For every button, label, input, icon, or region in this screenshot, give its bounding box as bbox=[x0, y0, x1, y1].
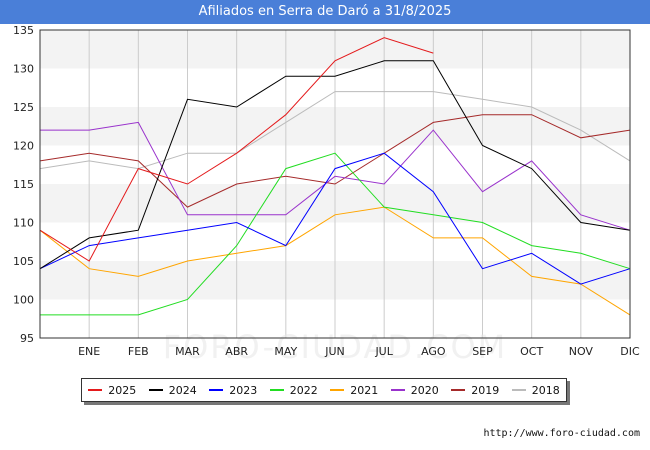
y-tick-label: 135 bbox=[13, 24, 34, 37]
series-line-2025 bbox=[39, 37, 434, 262]
watermark: FORO-CIUDAD.COM bbox=[163, 328, 508, 366]
legend-item-2019: 2019 bbox=[451, 384, 499, 397]
y-tick-label: 95 bbox=[20, 332, 34, 345]
legend-swatch bbox=[88, 389, 103, 391]
legend-label: 2021 bbox=[350, 383, 379, 397]
legend-swatch bbox=[148, 389, 163, 391]
legend-item-2020: 2020 bbox=[390, 383, 439, 397]
x-axis-ticks: ENE FEB MAR ABR MAY JUN JUL AGO SEP OCT NOV DIC bbox=[78, 345, 640, 358]
series-line-2022 bbox=[40, 152, 631, 316]
legend-label: 2023 bbox=[229, 383, 258, 397]
y-tick-label: 130 bbox=[13, 63, 34, 76]
y-tick-label: 115 bbox=[13, 178, 34, 191]
legend-swatch bbox=[269, 389, 284, 391]
legend-swatch bbox=[209, 389, 224, 391]
x-tick-label: MAY bbox=[274, 345, 297, 358]
y-tick-label: 110 bbox=[13, 217, 34, 230]
x-tick-label: ENE bbox=[78, 345, 100, 358]
x-tick-label: FEB bbox=[128, 345, 149, 358]
legend-label: 2018 bbox=[531, 383, 560, 397]
legend-item-2022: 2022 bbox=[269, 383, 318, 397]
x-tick-label: SEP bbox=[472, 345, 493, 358]
x-tick-label: JUL bbox=[374, 345, 393, 358]
legend-label: 2020 bbox=[410, 383, 439, 397]
plot-border bbox=[39, 29, 631, 339]
x-tick-label: JUN bbox=[324, 345, 345, 358]
y-tick-label: 100 bbox=[13, 294, 34, 307]
x-tick-label: AGO bbox=[421, 345, 446, 358]
chart-title: Afiliados en Serra de Daró a 31/8/2025 bbox=[0, 0, 650, 24]
series-line-2024 bbox=[39, 60, 631, 270]
legend-item-2024: 2024 bbox=[148, 383, 197, 397]
x-tick-label: MAR bbox=[175, 345, 200, 358]
legend-swatch bbox=[511, 389, 526, 391]
source-url[interactable]: http://www.foro-ciudad.com bbox=[483, 428, 640, 439]
legend-label: 2019 bbox=[471, 383, 500, 397]
x-tick-label: ABR bbox=[225, 345, 248, 358]
x-tick-label: OCT bbox=[520, 345, 543, 358]
y-axis-ticks: 95 100 105 110 115 120 125 130 135 bbox=[13, 24, 34, 345]
y-tick-label: 125 bbox=[13, 101, 34, 114]
legend-label: 2024 bbox=[168, 383, 197, 397]
legend-item-2018: 2018 bbox=[511, 383, 560, 397]
series-line-2023 bbox=[39, 152, 631, 285]
legend-swatch bbox=[330, 389, 345, 391]
legend-item-2025: 2025 bbox=[88, 384, 136, 397]
y-tick-label: 120 bbox=[13, 140, 34, 153]
line-chart: FORO-CIUDAD.COM 95 100 105 110 115 120 125 130 1… bbox=[13, 24, 640, 366]
x-tick-label: NOV bbox=[569, 345, 594, 358]
legend-swatch bbox=[451, 389, 466, 391]
series-lines bbox=[39, 37, 631, 316]
series-line-2019 bbox=[39, 114, 631, 208]
series-line-2020 bbox=[40, 121, 631, 231]
legend-label: 2025 bbox=[108, 383, 137, 397]
legend-item-2023: 2023 bbox=[209, 384, 257, 397]
y-tick-label: 105 bbox=[13, 255, 34, 268]
legend-label: 2022 bbox=[289, 383, 318, 397]
x-tick-label: DIC bbox=[620, 345, 640, 358]
legend: 2025 2024 2023 2022 2021 2020 2019 2018 bbox=[81, 378, 567, 402]
legend-swatch bbox=[390, 389, 405, 391]
legend-item-2021: 2021 bbox=[330, 384, 378, 397]
series-line-2021 bbox=[39, 206, 631, 316]
